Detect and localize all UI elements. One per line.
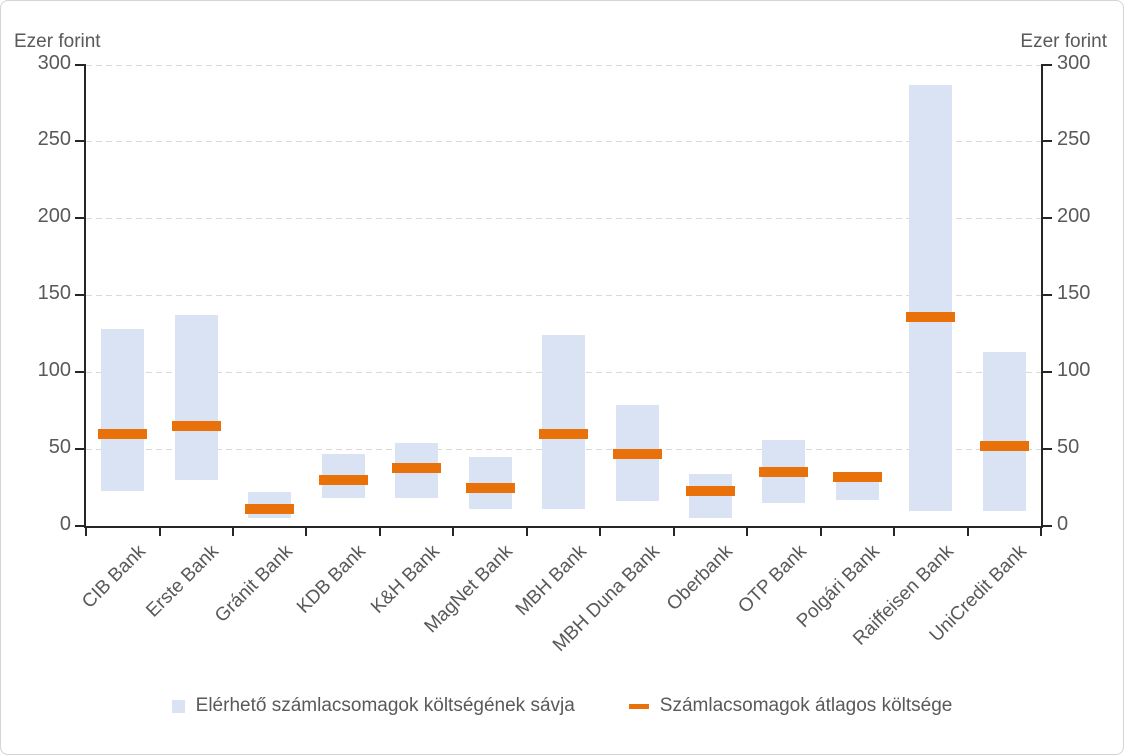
average-marker (245, 504, 295, 515)
gridline (86, 295, 1041, 296)
legend-item-range: Elérhető számlacsomagok költségének sávj… (171, 695, 575, 717)
y-tick-label-right: 250 (1057, 128, 1091, 151)
x-axis-tick (85, 526, 87, 536)
average-marker (759, 467, 809, 478)
range-bar (101, 329, 145, 491)
average-marker (465, 482, 515, 493)
x-axis-label: Polgári Bank (793, 541, 885, 633)
y-tick-label-left: 100 (37, 359, 71, 382)
average-marker (685, 485, 735, 496)
average-marker (318, 474, 368, 485)
x-axis-tick (231, 526, 234, 536)
average-marker (392, 462, 442, 473)
average-marker (98, 428, 148, 439)
x-axis-label: Erste Bank (142, 541, 224, 622)
legend-label-average: Számlacsomagok átlagos költsége (659, 695, 953, 716)
y-axis-tick-right (1043, 140, 1052, 143)
y-axis-tick-left (75, 448, 84, 451)
x-axis-tick (158, 526, 161, 536)
x-axis-tick (672, 526, 675, 536)
y-tick-label-left: 300 (37, 51, 71, 74)
x-axis-label: Raiffeisen Bank (848, 541, 958, 650)
gridline (86, 141, 1041, 142)
average-marker (906, 311, 956, 322)
y-axis-tick-left (75, 63, 84, 66)
average-marker (171, 421, 221, 431)
y-axis-tick-right (1043, 294, 1052, 297)
x-axis-label: MagNet Bank (420, 541, 517, 638)
x-axis-tick (1040, 526, 1042, 536)
y-tick-label-right: 0 (1057, 513, 1069, 535)
y-tick-label-right: 200 (1057, 205, 1091, 228)
x-axis (84, 526, 1043, 528)
x-axis-label: OTP Bank (734, 541, 811, 618)
y-axis-tick-right (1043, 371, 1052, 374)
y-axis-left (84, 64, 86, 526)
range-bar (542, 335, 585, 509)
average-marker (979, 441, 1029, 451)
x-axis-tick (378, 526, 381, 536)
legend-swatch-range-icon (171, 699, 185, 713)
y-tick-label-right: 100 (1057, 359, 1091, 382)
y-axis-right (1041, 64, 1043, 526)
x-axis-tick (966, 526, 969, 536)
x-axis-label: UniCredit Bank (925, 541, 1032, 647)
x-axis-tick (525, 526, 528, 536)
y-axis-tick-right (1043, 448, 1052, 451)
y-tick-label-left: 200 (37, 205, 71, 228)
y-axis-tick-left (75, 525, 84, 527)
average-marker (612, 448, 662, 459)
y-axis-tick-left (75, 371, 84, 374)
y-axis-title-left: Ezer forint (14, 31, 101, 52)
range-bar (982, 352, 1026, 511)
x-axis-label: MBH Duna Bank (548, 541, 664, 656)
x-axis-label: Gránit Bank (210, 541, 297, 627)
x-axis-tick (599, 526, 602, 536)
x-axis-label: MBH Bank (511, 541, 591, 621)
average-marker (539, 428, 588, 439)
x-axis-tick (452, 526, 455, 536)
y-tick-label-left: 250 (37, 128, 71, 151)
x-axis-label: KDB Bank (293, 541, 370, 618)
y-axis-tick-left (75, 294, 84, 297)
legend-swatch-average-icon (628, 703, 649, 709)
x-axis-label: K&H Bank (366, 541, 444, 618)
legend: Elérhető számlacsomagok költségének sávj… (1, 695, 1123, 717)
range-bar (688, 473, 732, 519)
x-axis-tick (819, 526, 822, 536)
y-tick-label-left: 0 (59, 513, 71, 535)
legend-item-average: Számlacsomagok átlagos költsége (628, 695, 953, 717)
y-axis-tick-left (75, 217, 84, 220)
y-axis-tick-right (1043, 63, 1052, 66)
y-axis-tick-left (75, 140, 84, 143)
y-tick-label-right: 300 (1057, 51, 1091, 74)
x-axis-label: Oberbank (663, 541, 738, 615)
y-tick-label-left: 150 (37, 282, 71, 305)
y-tick-label-left: 50 (48, 436, 71, 459)
range-bar (174, 315, 218, 480)
legend-label-range: Elérhető számlacsomagok költségének sávj… (195, 695, 575, 716)
gridline (86, 65, 1041, 66)
y-axis-tick-right (1043, 217, 1052, 220)
y-tick-label-right: 150 (1057, 282, 1091, 305)
x-axis-tick (305, 526, 308, 536)
y-axis-title-right: Ezer forint (1020, 31, 1107, 52)
y-axis-tick-right (1043, 525, 1052, 527)
average-marker (832, 471, 882, 482)
x-axis-tick (746, 526, 749, 536)
gridline (86, 218, 1041, 219)
y-tick-label-right: 50 (1057, 436, 1080, 459)
x-axis-label: CIB Bank (77, 541, 150, 613)
x-axis-tick (893, 526, 896, 536)
range-bar (909, 84, 953, 511)
